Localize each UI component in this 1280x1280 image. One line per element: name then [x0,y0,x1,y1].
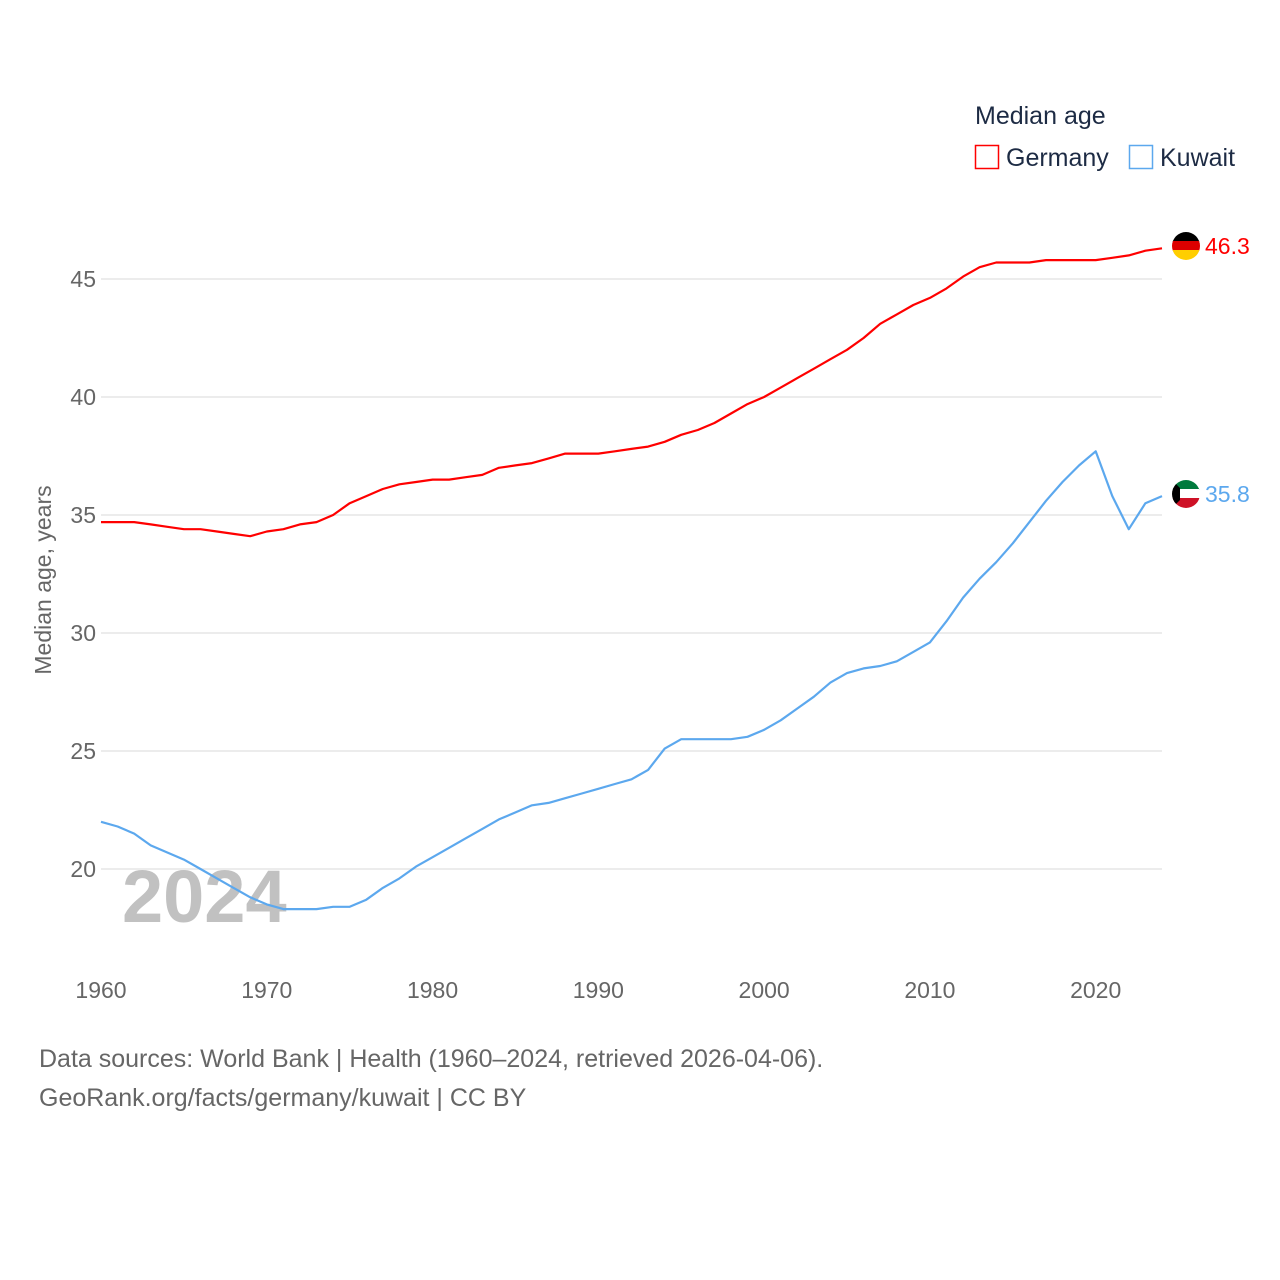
attribution-link[interactable]: GeoRank.org/facts/germany/kuwait | CC BY [39,1084,527,1112]
legend-item-germany[interactable]: Germany [974,144,1110,172]
x-tick-label: 2010 [904,977,955,1003]
legend-title: Median age [975,102,1106,130]
y-tick-label: 35 [70,502,96,528]
data-source-text: Data sources: World Bank | Health (1960–… [39,1045,824,1073]
y-axis-label: Median age, years [30,485,56,674]
germany-flag-icon [1172,232,1200,260]
x-tick-label: 2020 [1070,977,1121,1003]
y-tick-label: 20 [70,856,96,882]
y-tick-label: 30 [70,620,96,646]
legend-swatch-kuwait [1128,144,1154,170]
legend-label-kuwait: Kuwait [1160,144,1235,172]
x-tick-label: 1990 [573,977,624,1003]
y-tick-label: 45 [70,266,96,292]
x-tick-label: 1980 [407,977,458,1003]
y-tick-label: 25 [70,738,96,764]
legend-label-germany: Germany [1006,144,1109,172]
y-tick-label: 40 [70,384,96,410]
watermark-year: 2024 [122,855,287,938]
legend-swatch-germany [974,144,1000,170]
x-tick-label: 2000 [739,977,790,1003]
series-line-germany [101,247,1163,538]
x-tick-label: 1970 [241,977,292,1003]
x-tick-label: 1960 [75,977,126,1003]
legend-item-kuwait[interactable]: Kuwait [1128,144,1236,172]
series-line-kuwait [100,450,1163,911]
kuwait-flag-icon [1172,480,1200,508]
germany-end-label: 46.3 [1205,233,1250,259]
kuwait-end-label: 35.8 [1205,481,1250,507]
